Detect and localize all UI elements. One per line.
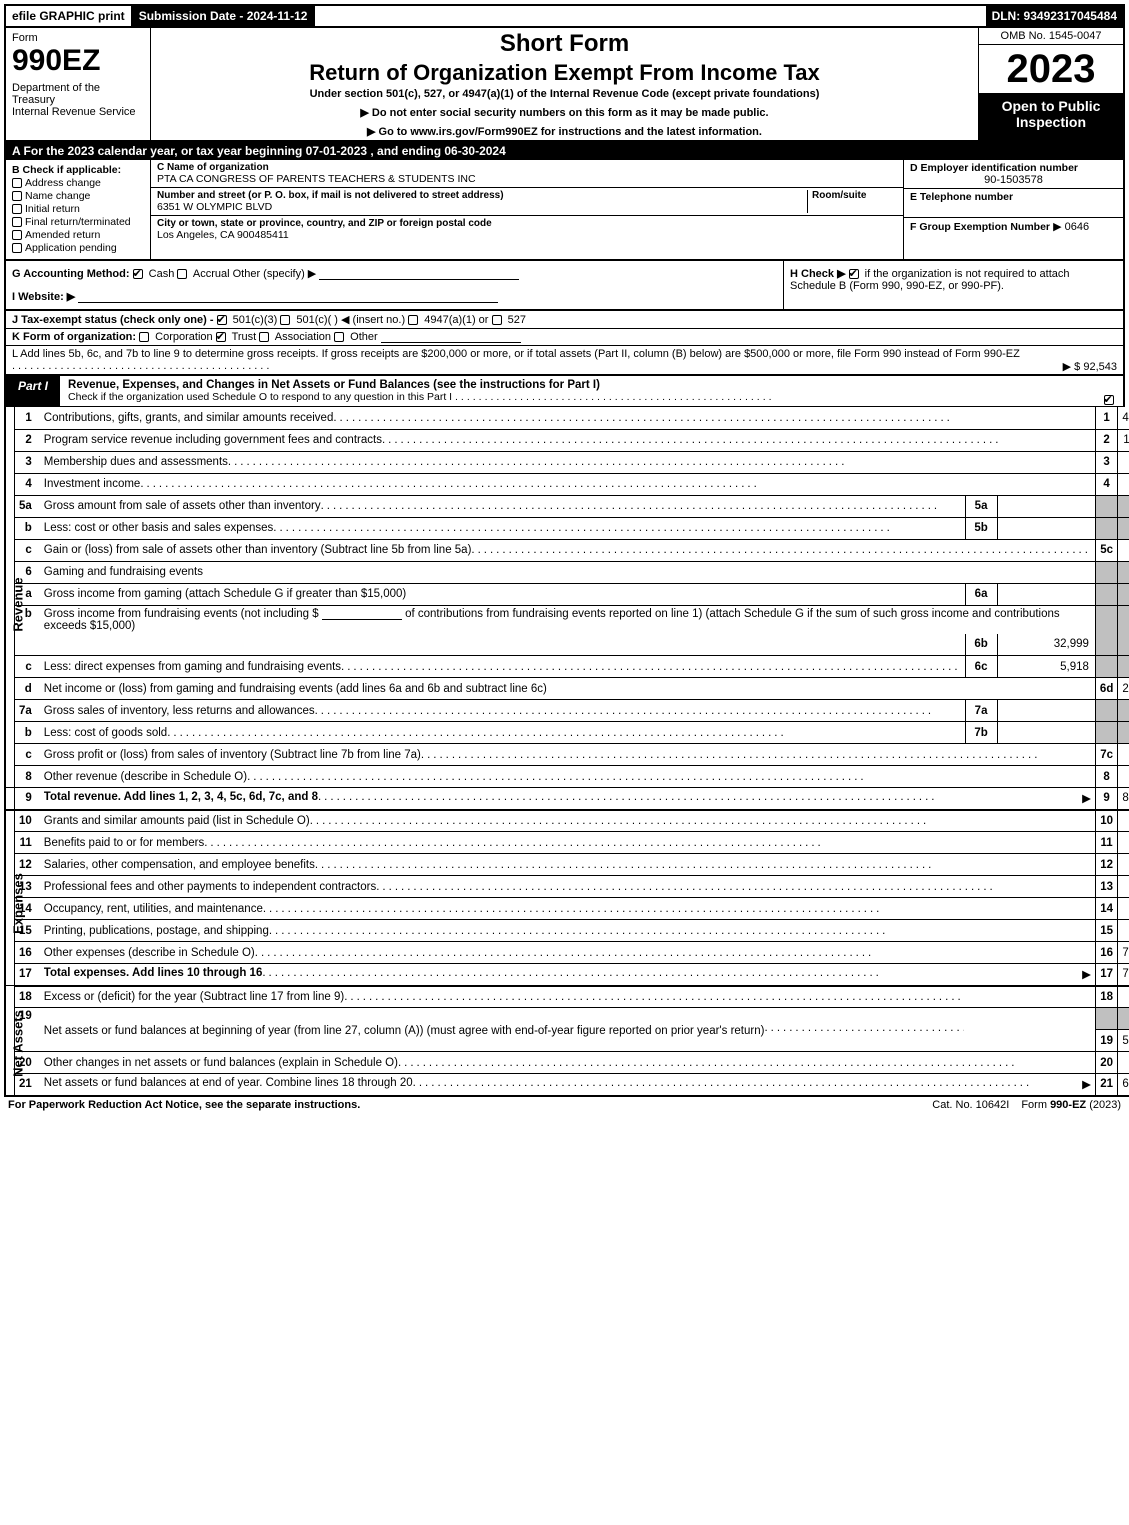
- i-label: I Website: ▶: [12, 291, 75, 303]
- form-ref: Form 990-EZ (2023): [1021, 1099, 1121, 1111]
- chk-name-change[interactable]: Name change: [12, 190, 144, 202]
- header-right: OMB No. 1545-0047 2023 Open to Public In…: [978, 28, 1123, 140]
- short-form-title: Short Form: [155, 30, 974, 58]
- street-value: 6351 W OLYMPIC BLVD: [157, 201, 807, 213]
- dln: DLN: 93492317045484: [986, 6, 1123, 26]
- group-exemption-value: ▶ 0646: [1053, 221, 1089, 233]
- chk-527[interactable]: [492, 315, 502, 325]
- chk-501c[interactable]: [280, 315, 290, 325]
- under-section: Under section 501(c), 527, or 4947(a)(1)…: [155, 88, 974, 100]
- col-d: D Employer identification number 90-1503…: [903, 160, 1123, 259]
- omb-no: OMB No. 1545-0047: [979, 28, 1123, 45]
- city-value: Los Angeles, CA 900485411: [157, 229, 897, 241]
- col-c: C Name of organization PTA CA CONGRESS O…: [151, 160, 903, 259]
- col-b-header: B Check if applicable:: [12, 164, 144, 176]
- open-public: Open to Public Inspection: [979, 94, 1123, 140]
- col-b: B Check if applicable: Address change Na…: [6, 160, 151, 259]
- form-header: Form 990EZ Department of the Treasury In…: [4, 28, 1125, 142]
- cat-no: Cat. No. 10642I: [920, 1099, 1021, 1111]
- j-line: J Tax-exempt status (check only one) - 5…: [4, 311, 1125, 329]
- chk-assoc[interactable]: [259, 332, 269, 342]
- cat-net-assets: Net Assets: [5, 986, 15, 1096]
- section-a: A For the 2023 calendar year, or tax yea…: [4, 142, 1125, 160]
- chk-other-org[interactable]: [334, 332, 344, 342]
- group-exemption-label: F Group Exemption Number: [910, 221, 1050, 233]
- cat-revenue: Revenue: [5, 407, 15, 788]
- part1-tab: Part I: [6, 376, 60, 406]
- no-ssn-note: ▶ Do not enter social security numbers o…: [155, 106, 974, 119]
- lines-table: Revenue 1 Contributions, gifts, grants, …: [4, 407, 1129, 1097]
- chk-accrual[interactable]: [177, 269, 187, 279]
- part1-schedule-o-check[interactable]: [1097, 376, 1123, 406]
- chk-trust[interactable]: [216, 332, 226, 342]
- part1-header: Part I Revenue, Expenses, and Changes in…: [4, 376, 1125, 407]
- tel-label: E Telephone number: [910, 191, 1117, 203]
- return-title: Return of Organization Exempt From Incom…: [155, 60, 974, 86]
- department: Department of the Treasury Internal Reve…: [12, 82, 144, 118]
- l-line: L Add lines 5b, 6c, and 7b to line 9 to …: [4, 346, 1125, 376]
- chk-4947[interactable]: [408, 315, 418, 325]
- part1-title: Revenue, Expenses, and Changes in Net As…: [60, 376, 1097, 406]
- tax-year: 2023: [979, 45, 1123, 94]
- submission-date: Submission Date - 2024-11-12: [133, 6, 316, 26]
- chk-final-return[interactable]: Final return/terminated: [12, 216, 144, 228]
- chk-amended-return[interactable]: Amended return: [12, 229, 144, 241]
- spacer: [315, 6, 985, 26]
- cat-expenses: Expenses: [5, 810, 15, 986]
- website-line[interactable]: [78, 291, 498, 303]
- other-org-line[interactable]: [381, 331, 521, 343]
- ein-value: 90-1503578: [910, 174, 1117, 186]
- chk-address-change[interactable]: Address change: [12, 177, 144, 189]
- chk-corp[interactable]: [139, 332, 149, 342]
- info-grid: B Check if applicable: Address change Na…: [4, 160, 1125, 261]
- efile-print[interactable]: efile GRAPHIC print: [6, 6, 133, 26]
- org-name: PTA CA CONGRESS OF PARENTS TEACHERS & ST…: [157, 173, 897, 185]
- goto-link[interactable]: ▶ Go to www.irs.gov/Form990EZ for instru…: [155, 125, 974, 138]
- header-mid: Short Form Return of Organization Exempt…: [151, 28, 978, 140]
- chk-initial-return[interactable]: Initial return: [12, 203, 144, 215]
- bottom-bar: For Paperwork Reduction Act Notice, see …: [4, 1097, 1125, 1113]
- k-line: K Form of organization: Corporation Trus…: [4, 329, 1125, 346]
- gh-block: G Accounting Method: Cash Accrual Other …: [4, 261, 1125, 311]
- h-block: H Check ▶ if the organization is not req…: [783, 261, 1123, 309]
- chk-501c3[interactable]: [217, 315, 227, 325]
- header-left: Form 990EZ Department of the Treasury In…: [6, 28, 151, 140]
- top-bar: efile GRAPHIC print Submission Date - 20…: [4, 4, 1125, 28]
- org-name-label: C Name of organization: [157, 162, 897, 173]
- form-number: 990EZ: [12, 46, 144, 76]
- street-label: Number and street (or P. O. box, if mail…: [157, 190, 807, 201]
- other-specify-line[interactable]: [319, 268, 519, 280]
- paperwork-notice: For Paperwork Reduction Act Notice, see …: [8, 1099, 920, 1111]
- chk-h[interactable]: [849, 269, 859, 279]
- city-label: City or town, state or province, country…: [157, 218, 897, 229]
- g-label: G Accounting Method:: [12, 268, 130, 280]
- chk-application-pending[interactable]: Application pending: [12, 242, 144, 254]
- ein-label: D Employer identification number: [910, 162, 1117, 174]
- chk-cash[interactable]: [133, 269, 143, 279]
- room-label: Room/suite: [812, 190, 897, 201]
- form-label: Form: [12, 32, 144, 44]
